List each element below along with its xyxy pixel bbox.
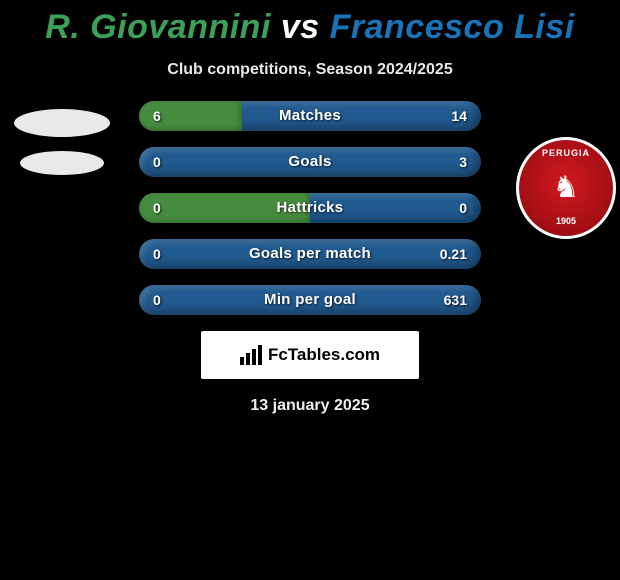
title-player2: Francesco Lisi bbox=[330, 8, 575, 46]
stat-bars: 6Matches140Goals30Hattricks00Goals per m… bbox=[139, 101, 481, 315]
stat-label: Goals bbox=[139, 147, 481, 177]
stat-right-value: 0.21 bbox=[440, 239, 467, 269]
player2-club-badge: PERUGIA ♞ 1905 bbox=[516, 145, 616, 231]
snapshot-date: 13 january 2025 bbox=[0, 397, 620, 415]
stat-right-value: 3 bbox=[459, 147, 467, 177]
placeholder-ellipse-icon bbox=[20, 151, 104, 175]
comparison-arena: PERUGIA ♞ 1905 6Matches140Goals30Hattric… bbox=[0, 101, 620, 315]
subtitle-text: Club competitions, Season 2024/2025 bbox=[0, 61, 620, 79]
stat-bar: 0Min per goal631 bbox=[139, 285, 481, 315]
stat-bar: 0Goals per match0.21 bbox=[139, 239, 481, 269]
title-player1: R. Giovannini bbox=[45, 8, 271, 46]
player1-badge-placeholder bbox=[12, 95, 112, 189]
brand-text: FcTables.com bbox=[268, 345, 380, 365]
club-name: PERUGIA bbox=[542, 148, 590, 158]
brand-box[interactable]: FcTables.com bbox=[201, 331, 419, 379]
stat-right-value: 14 bbox=[451, 101, 467, 131]
stat-bar: 0Hattricks0 bbox=[139, 193, 481, 223]
stat-right-value: 0 bbox=[459, 193, 467, 223]
stat-label: Min per goal bbox=[139, 285, 481, 315]
stat-bar: 6Matches14 bbox=[139, 101, 481, 131]
stat-label: Hattricks bbox=[139, 193, 481, 223]
stat-right-value: 631 bbox=[444, 285, 467, 315]
stat-label: Matches bbox=[139, 101, 481, 131]
griffin-icon: ♞ bbox=[553, 173, 580, 203]
stat-bar: 0Goals3 bbox=[139, 147, 481, 177]
club-year: 1905 bbox=[556, 216, 576, 226]
stat-label: Goals per match bbox=[139, 239, 481, 269]
club-crest-icon: PERUGIA ♞ 1905 bbox=[516, 137, 616, 239]
placeholder-ellipse-icon bbox=[14, 109, 110, 137]
title-vs: vs bbox=[281, 8, 320, 46]
bar-chart-icon bbox=[240, 345, 262, 365]
page-title: R. Giovannini vs Francesco Lisi bbox=[0, 0, 620, 47]
